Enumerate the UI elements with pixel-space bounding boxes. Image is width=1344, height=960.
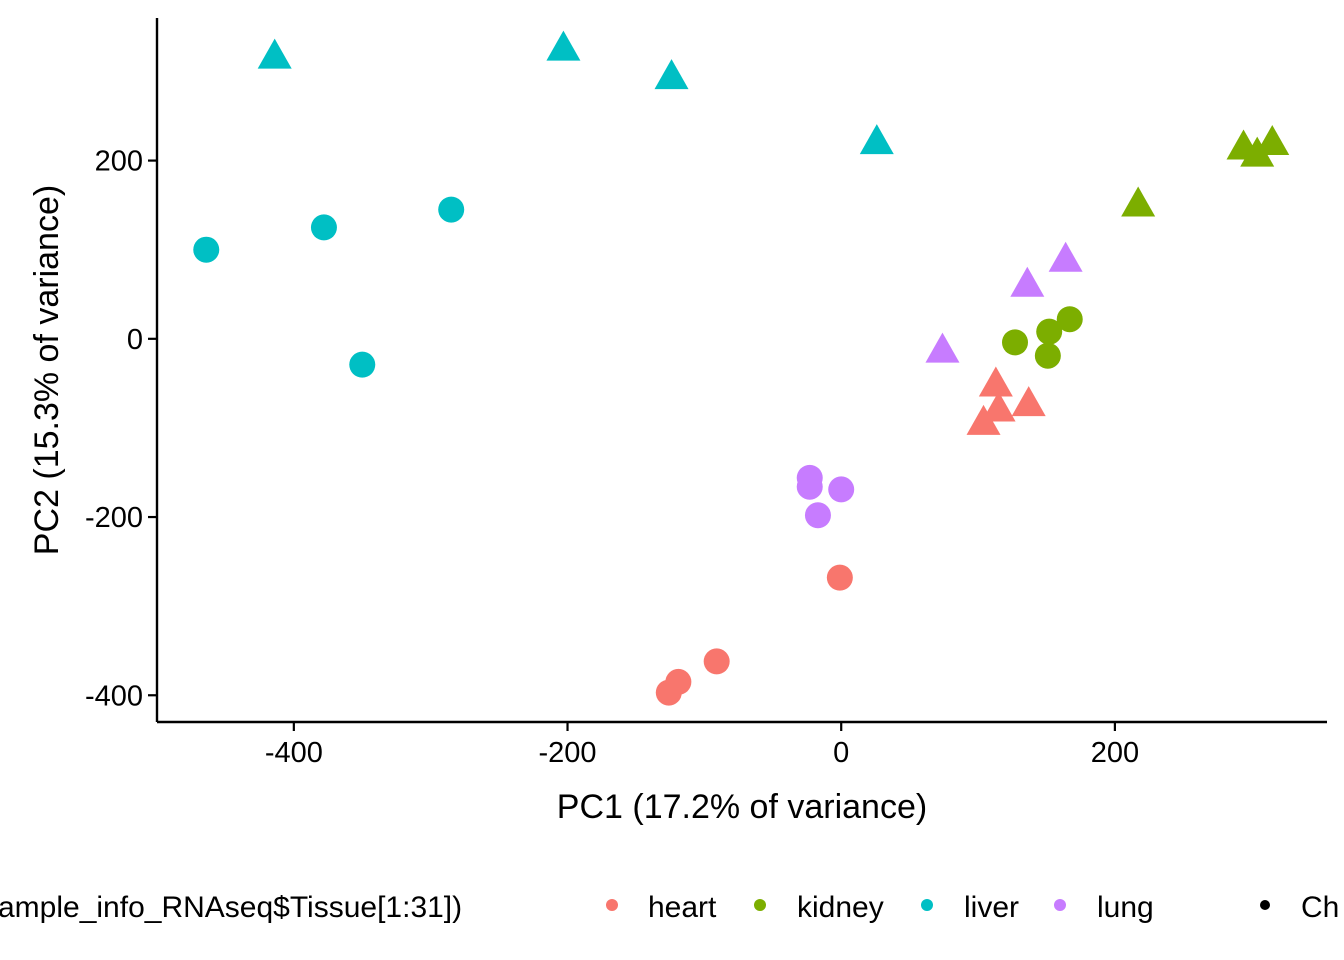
legend-label-liver: liver (964, 891, 1019, 924)
point-lung-circle-2 (804, 502, 831, 529)
point-lung-circle-3 (828, 476, 855, 503)
point-kidney-circle-0 (1002, 329, 1028, 356)
legend-title: ample_info_RNAseq$Tissue[1:31]) (0, 891, 462, 924)
point-heart-circle-1 (665, 668, 692, 695)
x-tick-label-3: 200 (1091, 737, 1139, 769)
legend-label-kidney: kidney (797, 891, 884, 924)
x-tick-label-2: 0 (833, 737, 849, 769)
point-lung-circle-1 (796, 473, 823, 500)
point-lung-triangle-5 (1010, 266, 1045, 297)
point-heart-circle-3 (826, 564, 853, 591)
point-liver-circle-1 (310, 214, 337, 241)
legend-key-lung (1054, 899, 1066, 911)
point-liver-triangle-5 (546, 30, 581, 61)
y-tick-label-1: -200 (85, 502, 143, 534)
point-heart-triangle-7 (978, 366, 1013, 397)
y-ticks: -400 -200 0 200 (85, 146, 157, 712)
point-lung-triangle-4 (925, 332, 960, 363)
point-liver-triangle-4 (257, 38, 292, 69)
x-axis-title: PC1 (17.2% of variance) (557, 788, 927, 826)
legend-label-heart: heart (648, 891, 717, 924)
legend-key-liver (921, 899, 933, 911)
point-heart-circle-2 (703, 648, 730, 675)
point-kidney-triangle-4 (1121, 186, 1156, 217)
point-kidney-triangle-7 (1255, 125, 1290, 156)
y-tick-label-0: -400 (85, 680, 143, 712)
point-kidney-circle-3 (1056, 306, 1083, 333)
point-liver-circle-0 (193, 236, 220, 263)
legend: ample_info_RNAseq$Tissue[1:31]) heart kid… (0, 891, 1339, 924)
legend-label-lung: lung (1097, 891, 1154, 924)
legend-second-key (1260, 900, 1270, 910)
point-heart-triangle-5 (981, 391, 1016, 422)
point-kidney-circle-2 (1036, 318, 1063, 345)
x-tick-label-1: -200 (539, 737, 597, 769)
point-heart-triangle-6 (1011, 386, 1046, 417)
legend-second-title: Ch (1301, 891, 1339, 924)
y-tick-label-3: 200 (95, 146, 143, 178)
plot-area (193, 30, 1290, 706)
legend-items: heart kidney liver lung (606, 891, 1154, 924)
point-lung-triangle-6 (1048, 241, 1083, 272)
point-kidney-circle-1 (1034, 342, 1061, 369)
legend-key-kidney (754, 899, 766, 911)
y-axis-title: PC2 (15.3% of variance) (28, 185, 66, 555)
x-ticks: -400 -200 0 200 (265, 722, 1139, 769)
point-liver-circle-3 (438, 196, 465, 223)
point-liver-triangle-6 (654, 59, 689, 90)
point-liver-circle-2 (349, 351, 376, 378)
point-liver-triangle-7 (859, 124, 894, 155)
legend-key-heart (606, 899, 618, 911)
x-tick-label-0: -400 (265, 737, 323, 769)
y-tick-label-2: 0 (127, 324, 143, 356)
